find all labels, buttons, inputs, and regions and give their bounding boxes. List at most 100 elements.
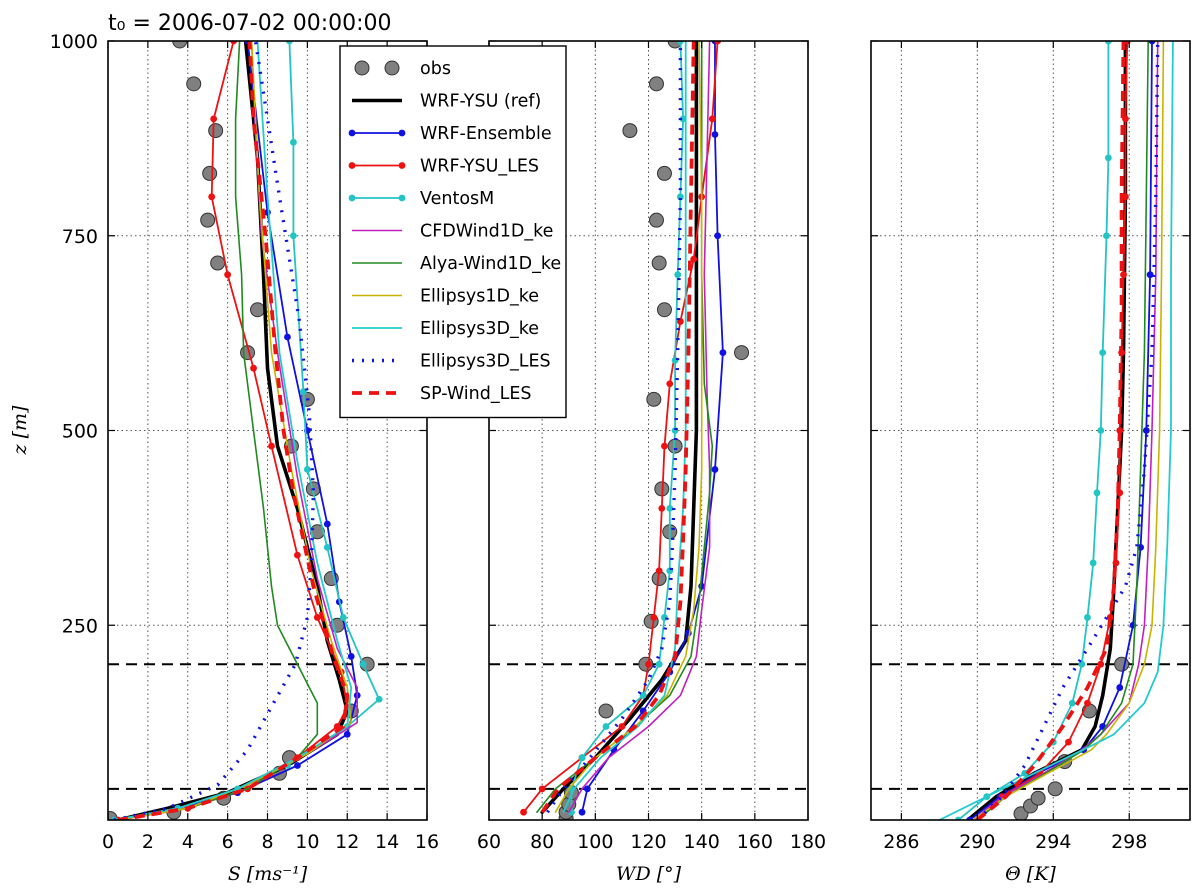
series-marker-ensemble <box>1148 41 1156 45</box>
legend: obs WRF-YSU (ref) WRF-Ensemble WRF-YSU_LES V… <box>339 45 567 419</box>
series-marker-les <box>230 41 238 45</box>
series-line-ell3dles <box>113 41 316 820</box>
legend-label: WRF-YSU_LES <box>420 157 539 177</box>
series-marker-ventos <box>290 232 297 240</box>
x-tick-label: 120 <box>630 831 666 853</box>
series-marker-ventos <box>1084 614 1091 621</box>
series-line-spwind <box>540 41 696 814</box>
series-marker-les <box>690 255 698 263</box>
series-marker-ventos <box>602 723 610 730</box>
legend-label: obs <box>420 59 451 79</box>
series-point-obs <box>651 255 667 271</box>
series-point-obs <box>598 703 614 719</box>
series-line-les <box>117 41 349 820</box>
series-marker-ventos <box>1099 349 1107 356</box>
series-marker-ventos <box>1093 489 1101 497</box>
x-tick-label: 100 <box>577 831 613 853</box>
series-marker-ensemble <box>347 653 355 660</box>
series-point-obs <box>656 302 672 318</box>
series-marker-ventos <box>286 41 293 45</box>
series-marker-les <box>208 193 216 201</box>
series-marker-ensemble <box>294 762 301 769</box>
series-marker-les <box>1112 559 1120 567</box>
series-marker-ventos <box>339 614 347 621</box>
x-tick-label: 10 <box>295 831 319 853</box>
x-tick-label: 6 <box>222 831 234 853</box>
series-marker-ventos <box>1104 154 1112 162</box>
series-point-obs <box>186 76 202 92</box>
series-line-ell3d <box>113 41 353 820</box>
series-point-obs <box>250 302 266 318</box>
series-marker-ensemble <box>343 730 351 738</box>
x-tick-label: 140 <box>684 831 720 853</box>
series-marker-ventos <box>1078 660 1086 668</box>
x-tick-label: 14 <box>375 831 399 853</box>
x-tick-label: 80 <box>530 831 554 853</box>
legend-label: Ellipsys1D_ke <box>420 287 539 307</box>
series-line-ell3d <box>562 41 687 814</box>
series-line-cfd <box>568 41 711 813</box>
series-point-obs <box>210 255 226 271</box>
series-marker-les <box>1084 699 1091 707</box>
y-tick-label: 250 <box>62 615 98 637</box>
series-marker-ventos <box>323 543 331 551</box>
series-point-obs <box>648 76 664 92</box>
series-marker-ventos <box>954 816 962 820</box>
series-marker-les <box>650 614 658 621</box>
legend-label: VentosM <box>420 189 494 209</box>
legend-marker-obs <box>384 60 400 76</box>
series-marker-les <box>210 115 218 123</box>
series-point-obs <box>648 212 664 228</box>
x-tick-label: 12 <box>335 831 359 853</box>
series-line-cfd <box>972 41 1159 820</box>
series-marker-ventos <box>1089 559 1097 567</box>
series-marker-les <box>655 567 663 575</box>
series-marker-ventos <box>375 695 383 703</box>
series-marker-ventos <box>303 466 311 473</box>
x-tick-label: 160 <box>737 831 773 853</box>
series-marker-les <box>618 723 626 730</box>
series-marker-ensemble <box>284 333 291 341</box>
series-marker-ensemble <box>583 785 591 793</box>
series-marker-les <box>666 380 674 388</box>
legend-box <box>339 45 567 419</box>
series-marker-les <box>250 364 257 372</box>
x-tick-label: 298 <box>1111 831 1147 853</box>
x-axis-label: S [ms⁻¹] <box>228 863 308 885</box>
series-marker-ensemble <box>719 349 727 356</box>
legend-label: WRF-YSU (ref) <box>420 92 541 112</box>
series-marker-ventos <box>677 41 684 45</box>
series-point-obs <box>200 212 216 228</box>
series-marker-les <box>1120 271 1127 279</box>
panel-direction: 60 80 100 120 140 160 180 WD [°] <box>477 40 826 885</box>
series-line-les <box>522 41 719 814</box>
panel-speed: 0 2 4 6 8 10 12 14 16 1000 750 500 250 S [ms⁻¹] <box>50 31 439 885</box>
y-tick-label: 500 <box>62 421 98 443</box>
series-point-obs <box>656 165 672 181</box>
series-line-alya <box>113 41 319 820</box>
legend-marker-obs <box>354 60 370 76</box>
series-marker-ventos <box>666 505 674 512</box>
series-line-spwind <box>976 41 1126 820</box>
series-marker-les <box>658 505 666 512</box>
x-tick-label: 16 <box>415 831 439 853</box>
x-tick-label: 286 <box>883 831 919 853</box>
series-marker-ventos <box>1068 699 1076 707</box>
series-marker-les <box>645 660 652 668</box>
series-line-spwind <box>117 41 350 820</box>
series-marker-ensemble <box>323 520 331 528</box>
series-marker-ventos <box>655 660 663 668</box>
x-tick-label: 60 <box>477 831 501 853</box>
series-marker-ventos <box>578 754 586 762</box>
series-marker-les <box>1122 193 1129 201</box>
x-axis-label: Θ [K] <box>1005 863 1056 885</box>
series-marker-ventos <box>674 271 682 279</box>
series-point-obs <box>1030 790 1046 806</box>
y-tick-label: 1000 <box>50 31 98 53</box>
series-marker-ensemble <box>1116 684 1124 691</box>
series-marker-les <box>520 808 527 816</box>
legend-label: CFDWind1D_ke <box>420 222 553 242</box>
series-marker-ensemble <box>711 131 719 138</box>
